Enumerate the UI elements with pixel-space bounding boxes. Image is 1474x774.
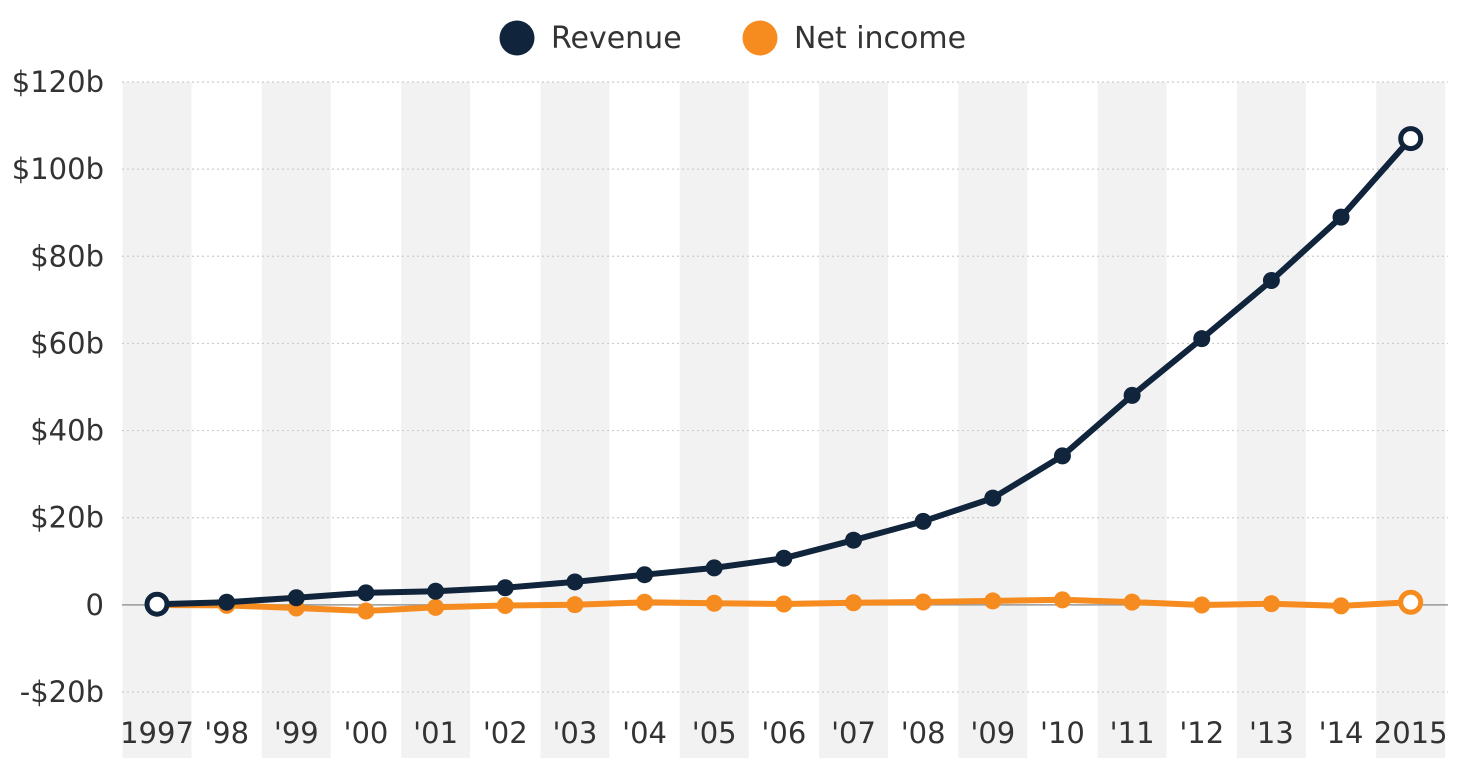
- x-tick-label: '06: [761, 716, 806, 750]
- data-point: [705, 594, 723, 612]
- data-point: [984, 489, 1002, 507]
- series-layer: [144, 126, 1424, 620]
- column-band: [1376, 82, 1446, 758]
- x-tick-label: '13: [1249, 716, 1294, 750]
- y-tick-label: $100b: [12, 152, 104, 186]
- data-point: [1053, 447, 1071, 465]
- x-tick-label: '08: [901, 716, 946, 750]
- column-band: [401, 82, 471, 758]
- x-tick-label: '07: [831, 716, 876, 750]
- x-tick-label: '14: [1319, 716, 1364, 750]
- data-point: [1332, 208, 1350, 226]
- data-point: [636, 593, 654, 611]
- y-tick-label: $60b: [30, 326, 104, 360]
- data-point: [566, 573, 584, 591]
- data-point: [775, 595, 793, 613]
- data-point: [636, 566, 654, 584]
- y-tick-label: $80b: [30, 239, 104, 273]
- data-point: [357, 602, 375, 620]
- x-tick-label: '00: [344, 716, 389, 750]
- data-point: [287, 589, 305, 607]
- data-point: [1398, 589, 1424, 615]
- data-point: [1398, 126, 1424, 152]
- x-tick-label: '10: [1040, 716, 1085, 750]
- data-point: [357, 584, 375, 602]
- x-tick-label: '99: [274, 716, 319, 750]
- y-tick-label: $20b: [30, 501, 104, 535]
- alternating-column-bands: [122, 82, 1446, 758]
- data-point: [705, 559, 723, 577]
- data-point: [566, 596, 584, 614]
- x-tick-label: '02: [483, 716, 528, 750]
- series-revenue: [144, 126, 1424, 617]
- column-band: [679, 82, 749, 758]
- x-tick-label: '12: [1179, 716, 1224, 750]
- x-tick-label: '04: [622, 716, 667, 750]
- legend-marker: [499, 20, 535, 56]
- column-band: [122, 82, 192, 758]
- data-point: [914, 593, 932, 611]
- data-point: [1262, 271, 1280, 289]
- x-tick-label: '11: [1110, 716, 1155, 750]
- data-point: [144, 591, 170, 617]
- legend-label: Revenue: [551, 21, 682, 56]
- column-band: [958, 82, 1028, 758]
- column-band: [1236, 82, 1306, 758]
- data-point: [496, 579, 514, 597]
- data-point: [845, 531, 862, 549]
- data-point: [984, 592, 1002, 610]
- y-tick-label: $40b: [30, 414, 104, 448]
- data-point: [1123, 386, 1141, 404]
- column-band: [540, 82, 610, 758]
- x-tick-label: '03: [552, 716, 597, 750]
- x-tick-label: 2015: [1374, 716, 1448, 750]
- x-tick-label: '05: [692, 716, 737, 750]
- x-axis-tick-labels: 1997 '98 '99 '00 '01 '02 '03 '04 '05 '06 '07 '08 '09…: [120, 716, 1448, 750]
- data-point: [1193, 330, 1211, 348]
- legend-label: Net income: [794, 21, 966, 56]
- data-point: [914, 512, 932, 530]
- data-point: [1123, 593, 1141, 611]
- data-point: [496, 597, 514, 615]
- legend: Revenue Net income: [499, 20, 966, 56]
- data-point: [1053, 591, 1071, 609]
- data-point: [427, 582, 445, 600]
- data-point: [1193, 596, 1211, 614]
- column-band: [1097, 82, 1167, 758]
- data-point: [1262, 595, 1280, 613]
- data-point: [845, 594, 862, 612]
- data-point: [775, 549, 793, 567]
- y-tick-label: $120b: [12, 65, 104, 99]
- series-net-income: [148, 589, 1424, 620]
- x-tick-label: '09: [970, 716, 1015, 750]
- data-point: [218, 593, 236, 611]
- x-tick-label: '98: [204, 716, 249, 750]
- x-tick-label: '01: [413, 716, 458, 750]
- data-point: [1332, 597, 1350, 615]
- series-line: [154, 135, 1414, 608]
- x-tick-label: 1997: [120, 716, 194, 750]
- y-tick-label: 0: [86, 588, 104, 622]
- legend-marker: [742, 20, 778, 56]
- horizontal-gridlines: [122, 81, 1448, 693]
- y-tick-label: -$20b: [20, 675, 104, 709]
- column-band: [819, 82, 888, 758]
- column-band: [261, 82, 331, 758]
- data-point: [427, 598, 445, 616]
- y-axis-tick-labels: $120b $100b $80b $60b $40b $20b 0 -$20b: [12, 65, 104, 709]
